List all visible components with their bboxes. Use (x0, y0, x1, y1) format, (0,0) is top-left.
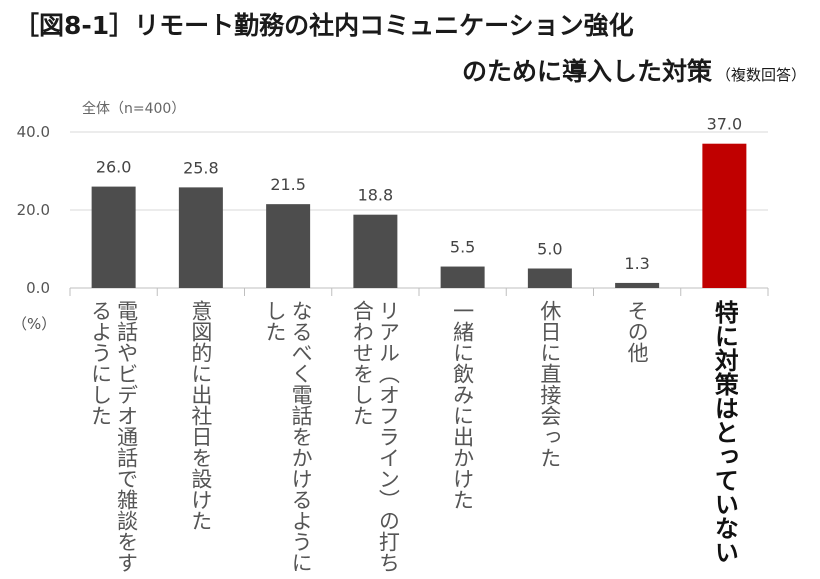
data-label: 5.5 (450, 238, 475, 257)
chart-title-line2: のために導入した対策 （複数回答） (462, 52, 806, 88)
y-axis-unit-label: （%） (12, 315, 57, 333)
category-label: 休日に直接会った (537, 300, 562, 468)
data-label: 18.8 (358, 186, 394, 205)
category-label: 特に対策はとっていない (710, 300, 739, 564)
data-label: 1.3 (624, 254, 649, 273)
data-label: 5.0 (537, 240, 562, 259)
bar (702, 143, 747, 288)
category-label: なるべく電話をかけるようにした (263, 300, 314, 573)
chart-title-line1: ［図8-1］リモート勤務の社内コミュニケーション強化 (14, 11, 634, 40)
category-label: 意図的に出社日を設けた (188, 300, 213, 531)
category-label: 電話やビデオ通話で雑談をするようにした (88, 300, 139, 573)
data-label: 37.0 (707, 115, 743, 134)
data-label: 26.0 (96, 158, 132, 177)
chart-title-note: （複数回答） (715, 66, 806, 84)
y-tick-label: 40.0 (17, 123, 50, 141)
bar (527, 268, 572, 288)
bar (178, 187, 223, 288)
bar (91, 186, 136, 288)
bar (353, 214, 398, 288)
y-tick-label: 20.0 (17, 201, 50, 219)
chart-title-main: のために導入した対策 (461, 57, 712, 86)
bar (266, 204, 311, 288)
category-label: 一緒に飲みに出かけた (450, 300, 475, 510)
category-label: その他 (625, 300, 650, 363)
data-label: 25.8 (183, 158, 219, 177)
bar (440, 266, 485, 288)
category-label: リアル（オフライン）の打ち合わせをした (350, 300, 401, 573)
sample-size-label: 全体（n=400） (82, 101, 186, 117)
bar (615, 282, 660, 288)
y-tick-label: 0.0 (26, 279, 50, 297)
data-label: 21.5 (270, 175, 306, 194)
